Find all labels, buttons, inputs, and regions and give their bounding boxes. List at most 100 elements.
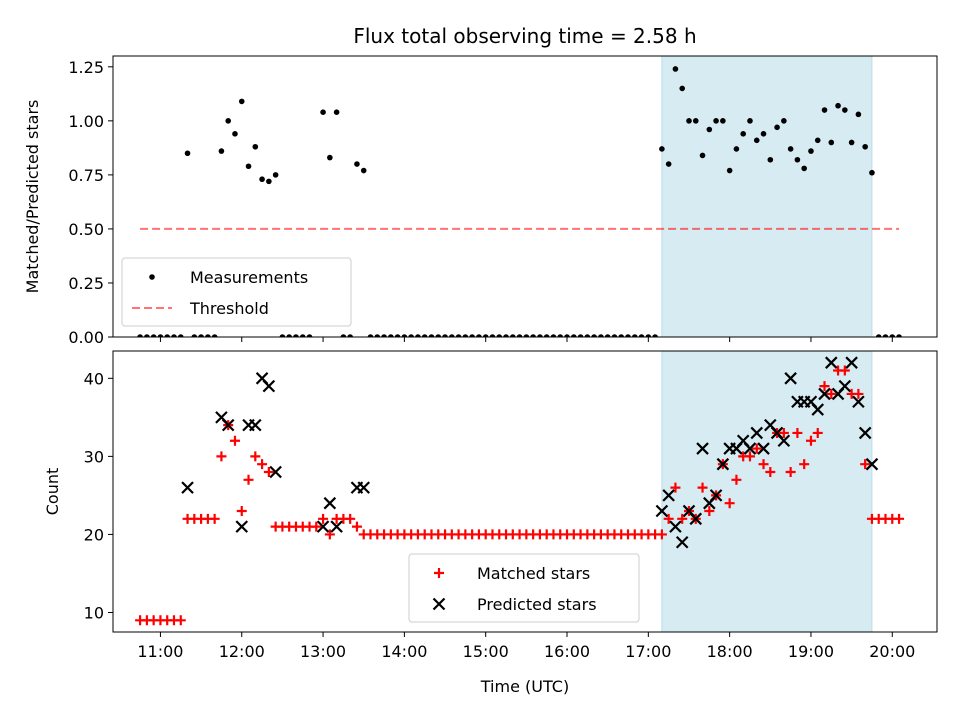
data-point	[733, 146, 740, 152]
data-point	[894, 513, 905, 524]
data-point	[564, 334, 570, 337]
data-point	[175, 615, 186, 626]
legend-marker	[432, 597, 446, 611]
y-tick-label: 0.25	[68, 274, 104, 293]
data-point	[805, 435, 816, 446]
data-point	[808, 148, 814, 154]
data-point	[198, 334, 204, 337]
data-point	[889, 334, 896, 337]
data-point	[751, 443, 762, 454]
data-point	[144, 334, 150, 337]
x-tick-label: 14:00	[381, 642, 427, 661]
data-point	[469, 334, 475, 337]
data-point	[503, 334, 509, 337]
x-tick-label: 12:00	[219, 642, 265, 661]
data-point	[743, 442, 757, 455]
data-point	[875, 334, 882, 337]
data-point	[839, 365, 850, 376]
bottom-panel: 10 20 30 40 11:00 12:00 13:00 14:00 15:00 16:00 17…	[43, 350, 938, 696]
data-point	[638, 334, 645, 337]
data-point	[760, 131, 767, 137]
data-point	[211, 334, 218, 337]
legend-label: Predicted stars	[477, 595, 597, 614]
series-measurements	[137, 66, 902, 337]
data-point	[435, 334, 442, 337]
data-point	[785, 466, 796, 477]
data-point	[716, 457, 730, 471]
y-tick-label: 20	[84, 525, 104, 544]
data-point	[299, 334, 306, 337]
data-point	[360, 167, 367, 174]
data-point	[811, 403, 825, 416]
data-point	[570, 334, 577, 337]
data-point	[236, 506, 247, 517]
data-point	[164, 334, 171, 337]
data-point	[286, 334, 292, 337]
data-point	[269, 465, 282, 479]
data-point	[381, 334, 387, 337]
data-point	[347, 334, 353, 337]
legend-marker	[434, 568, 444, 578]
data-point	[828, 139, 835, 146]
highlight-span	[661, 350, 873, 633]
data-point	[696, 442, 709, 455]
data-point	[184, 150, 191, 157]
data-point	[740, 131, 746, 137]
data-point	[150, 334, 157, 337]
data-point	[625, 334, 631, 337]
data-point	[631, 334, 638, 337]
data-point	[792, 427, 803, 438]
legend: Measurements Threshold	[121, 257, 352, 327]
data-point	[825, 356, 838, 369]
data-point	[794, 156, 801, 163]
data-point	[243, 474, 254, 485]
data-point	[855, 111, 862, 118]
data-point	[704, 506, 715, 517]
data-point	[774, 124, 780, 131]
data-point	[731, 474, 742, 485]
data-point	[758, 459, 769, 470]
y-tick-label: 1.00	[68, 112, 104, 131]
x-tick-label: 20:00	[869, 642, 915, 661]
y-tick-label: 30	[84, 447, 104, 466]
x-tick-label: 19:00	[788, 642, 834, 661]
legend-marker	[149, 274, 155, 280]
data-point	[852, 395, 865, 409]
data-point	[330, 520, 343, 533]
data-point	[699, 152, 706, 159]
data-point	[324, 529, 335, 540]
axes-frame	[112, 55, 938, 338]
plot-area	[137, 66, 902, 337]
x-tick-label: 16:00	[544, 642, 590, 661]
data-point	[462, 334, 469, 337]
data-point	[655, 504, 669, 518]
data-point	[455, 334, 462, 337]
data-point	[221, 418, 235, 432]
data-point	[845, 356, 858, 369]
data-point	[679, 85, 686, 92]
y-tick-label: 1.25	[68, 58, 104, 77]
data-point	[862, 143, 868, 150]
highlight-span	[661, 55, 873, 338]
y-tick-label: 0.75	[68, 166, 104, 185]
data-point	[421, 334, 428, 337]
data-point	[259, 176, 265, 183]
data-point	[757, 442, 770, 455]
data-point	[394, 334, 401, 337]
y-axis-label: Matched/Predicted stars	[23, 100, 42, 294]
data-point	[327, 154, 333, 161]
data-point	[543, 334, 550, 337]
data-point	[333, 109, 340, 115]
data-point	[272, 172, 279, 178]
data-point	[726, 167, 733, 174]
data-point	[428, 334, 435, 337]
data-point	[765, 466, 776, 477]
y-tick-label: 0.00	[68, 328, 104, 347]
x-tick-label: 11:00	[137, 642, 183, 661]
data-point	[516, 334, 523, 337]
data-point	[598, 334, 604, 337]
data-point	[306, 334, 313, 337]
data-point	[848, 139, 855, 146]
data-point	[262, 379, 276, 393]
